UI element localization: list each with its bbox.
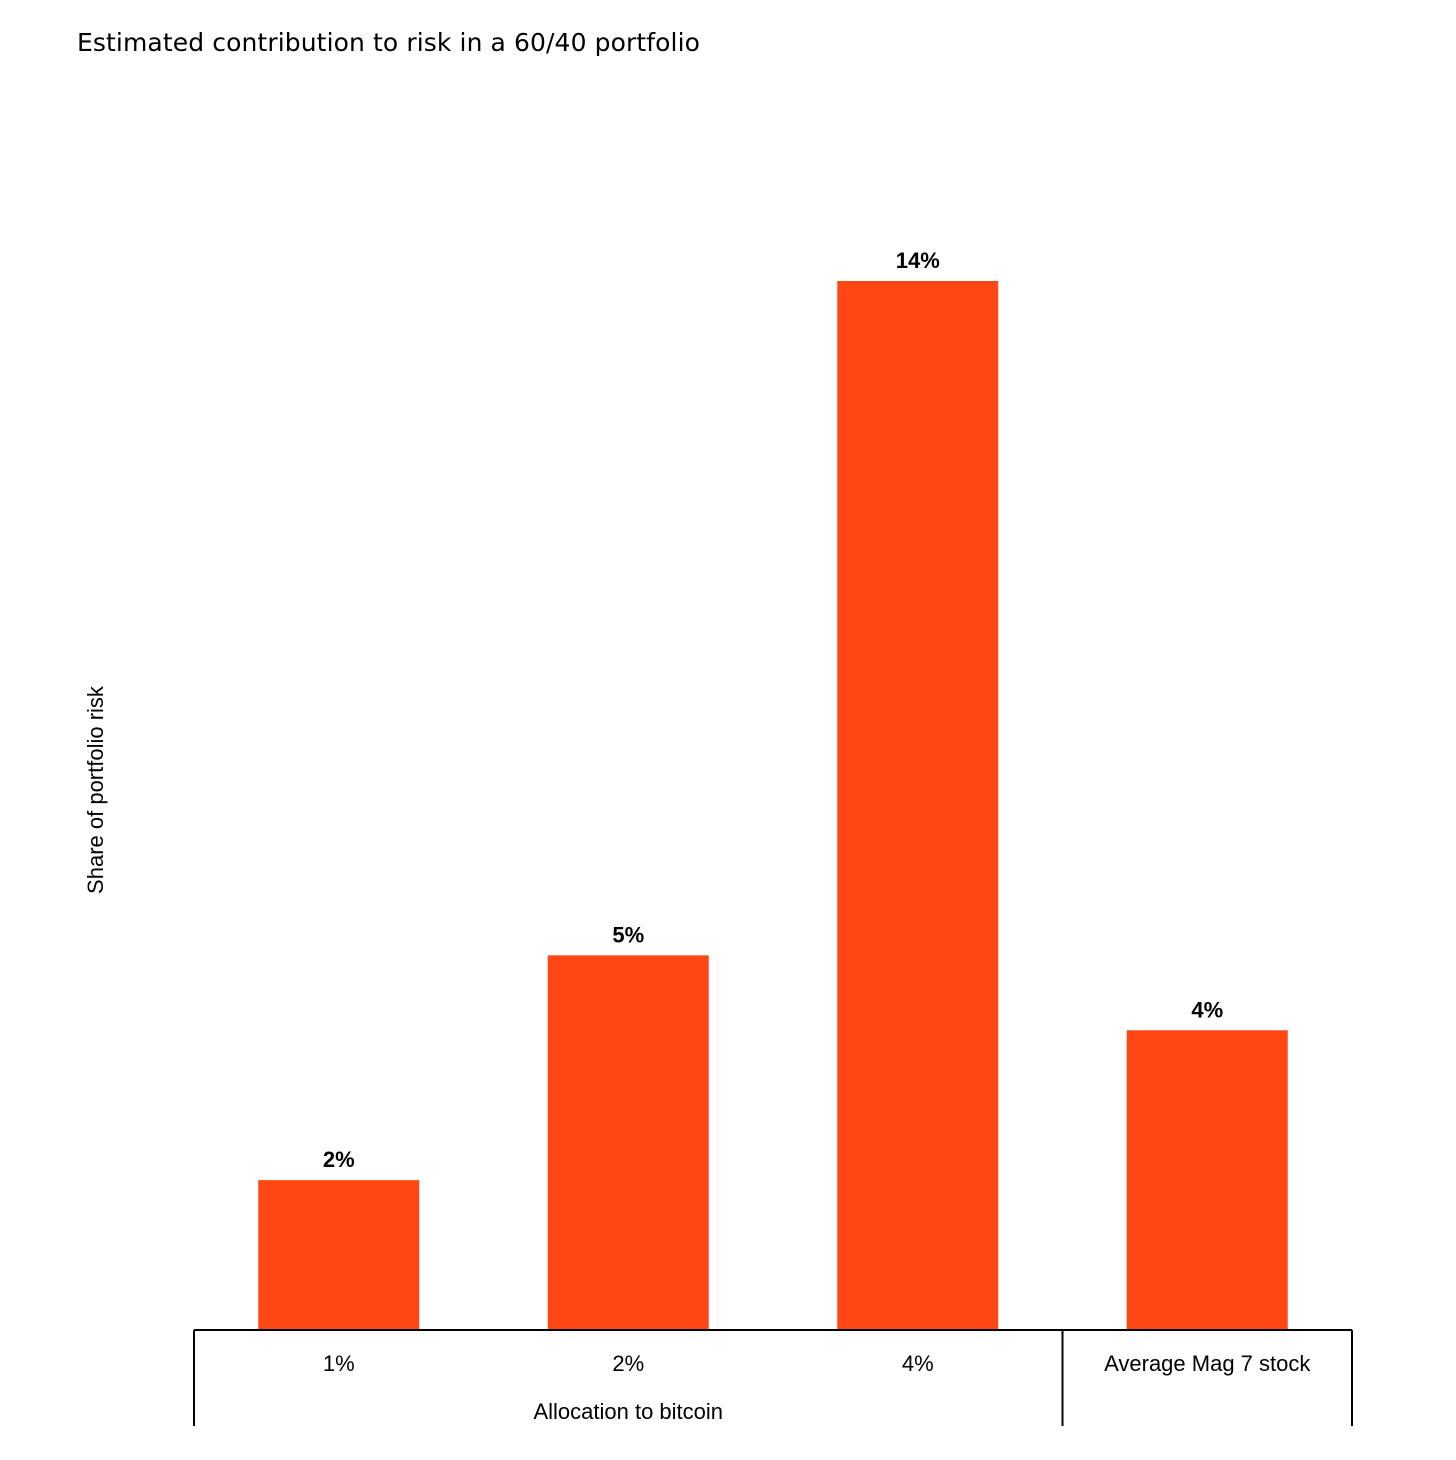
x-axis: 1% 2% 4% Average Mag 7 stock Allocation to b… [193, 1329, 1353, 1426]
bar-average-mag-7-stock [1126, 1030, 1288, 1330]
data-label-1: 2% [323, 1147, 355, 1172]
data-label-2: 5% [612, 922, 644, 947]
tick-label-1: 1% [323, 1351, 355, 1376]
tick-label-average-mag-7-stock: Average Mag 7 stock [1104, 1351, 1311, 1376]
bar-1 [258, 1180, 420, 1330]
chart-title: Estimated contribution to risk in a 60/4… [77, 28, 701, 57]
data-label-4: 14% [896, 248, 940, 273]
group-label-allocation-to-bitcoin: Allocation to bitcoin [533, 1399, 723, 1424]
bar-4 [837, 281, 999, 1330]
bars-layer: 2% 5% 14% 4% [258, 248, 1288, 1330]
data-label-average-mag-7-stock: 4% [1191, 997, 1223, 1022]
y-axis-label: Share of portfolio risk [83, 685, 108, 894]
tick-label-4: 4% [902, 1351, 934, 1376]
tick-label-2: 2% [612, 1351, 644, 1376]
bar-2 [547, 955, 709, 1330]
